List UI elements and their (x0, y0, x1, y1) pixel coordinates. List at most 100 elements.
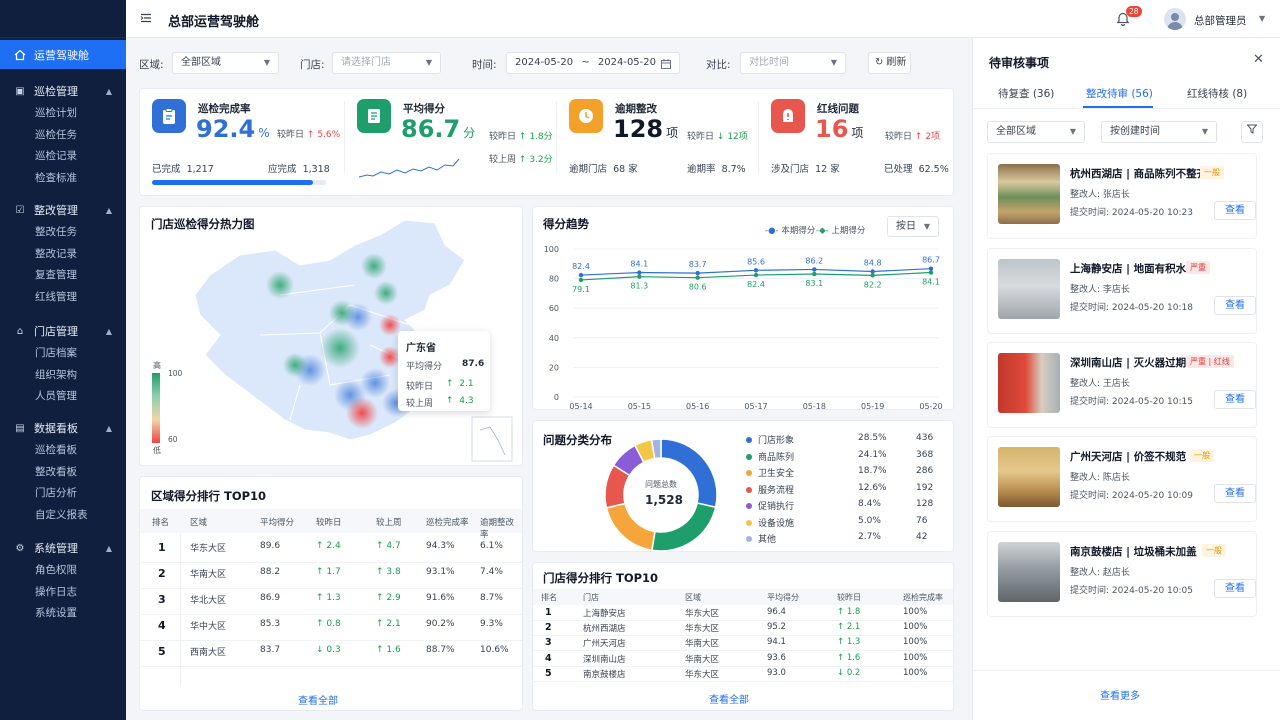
card-title: 门店得分排行 TOP10 (543, 571, 659, 585)
view-button[interactable]: 查看 (1214, 484, 1256, 503)
review-sort-select[interactable]: 按创建时间 ▼ (1101, 121, 1217, 143)
review-item[interactable]: 南京鼓楼店 | 垃圾桶未加盖 一般 整改人: 赵店长 提交时间: 2024-05-20… (987, 531, 1257, 617)
view-button[interactable]: 查看 (1214, 201, 1256, 220)
tab-redline-check[interactable]: 红线待核 (8) (1187, 88, 1248, 100)
table-row[interactable]: 5 南京鼓楼店 华东大区 93.0 ↓ 0.2 100% (533, 667, 953, 682)
sidebar-subitem[interactable]: 整改记录 (35, 247, 77, 260)
review-region-select[interactable]: 全部区域 ▼ (987, 121, 1085, 143)
legend-name: 其他 (758, 535, 777, 545)
table-row[interactable]: 3 华北大区 86.9 ↑ 1.3 ↑ 2.9 91.6% 8.7% (140, 589, 522, 615)
table-cell: 南京鼓楼店 (583, 669, 626, 680)
nav-group-header[interactable]: ⌂ 门店管理 ▲ (0, 320, 126, 342)
user-name[interactable]: 总部管理员 (1194, 15, 1247, 27)
nav-group-header[interactable]: ☑ 整改管理 ▲ (0, 199, 126, 221)
date-range-picker[interactable]: 2024-05-20 ~ 2024-05-20 (506, 52, 680, 74)
sidebar-subitem[interactable]: 红线管理 (35, 291, 77, 304)
filter-button[interactable] (1241, 121, 1263, 143)
kpi-value: 16 项 (815, 115, 864, 143)
close-icon[interactable]: ✕ (1253, 52, 1264, 67)
nav-group-header[interactable]: ▣ 巡检管理 ▲ (0, 80, 126, 102)
sidebar-subitem[interactable]: 复查管理 (35, 269, 77, 282)
bell-icon[interactable] (1116, 11, 1130, 29)
period-select[interactable]: 按日 ▼ (887, 216, 939, 237)
data-label: 79.1 (572, 285, 590, 294)
china-map[interactable] (180, 215, 520, 463)
table-cell: 7.4% (480, 567, 503, 577)
table-cell: 93.1% (426, 567, 455, 577)
sidebar-subitem[interactable]: 角色权限 (35, 564, 77, 577)
region-select[interactable]: 全部区域 ▼ (172, 52, 279, 74)
sidebar-subitem[interactable]: 整改任务 (35, 226, 77, 239)
table-row[interactable]: 1 华东大区 89.6 ↑ 2.4 ↑ 4.7 94.3% 6.1% (140, 537, 522, 563)
review-item[interactable]: 杭州西湖店 | 商品陈列不整齐 一般 整改人: 张店长 提交时间: 2024-05-2… (987, 153, 1257, 239)
store-select[interactable]: 请选择门店 ▼ (332, 52, 441, 74)
sidebar-subitem[interactable]: 检查标准 (35, 172, 77, 185)
sidebar-subitem[interactable]: 巡检任务 (35, 128, 77, 141)
kpi-done: 已完成 1,217 (152, 164, 214, 175)
table-cell: 华南大区 (685, 639, 720, 650)
y-tick-label: 0 (554, 393, 559, 402)
alert-icon (771, 99, 805, 133)
tooltip-score: 87.6 (462, 359, 485, 369)
compare-select[interactable]: 对比时间 ▼ (740, 52, 846, 74)
data-label: 82.2 (864, 280, 882, 289)
nav-group-header[interactable]: ▤ 数据看板 ▲ (0, 417, 126, 439)
legend-percent: 24.1% (858, 449, 887, 460)
sidebar-subitem[interactable]: 门店分析 (35, 487, 77, 500)
date-to: 2024-05-20 (597, 57, 657, 68)
view-all-link[interactable]: 查看全部 (298, 696, 338, 707)
divider (180, 533, 181, 685)
view-all-link[interactable]: 查看全部 (709, 695, 749, 706)
table-cell: 94.3% (426, 541, 455, 551)
chevron-down-icon[interactable]: ▼ (1259, 14, 1266, 23)
sidebar-subitem[interactable]: 自定义报表 (35, 509, 88, 522)
sidebar-subitem[interactable]: 巡检记录 (35, 150, 77, 163)
sidebar-item-dashboard[interactable]: 运营驾驶舱 (0, 40, 126, 69)
table-row[interactable]: 3 广州天河店 华南大区 94.1 ↑ 1.3 100% (533, 636, 953, 652)
region-filter-label: 区域: (139, 59, 164, 71)
heat-legend-max: 100 (168, 369, 183, 378)
tab-rectify-review[interactable]: 整改待审 (56) (1086, 88, 1153, 100)
review-item[interactable]: 深圳南山店 | 灭火器过期 严重 | 红线 整改人: 王店长 提交时间: 2024-0… (987, 342, 1257, 428)
kpi-due: 应完成 1,318 (268, 164, 330, 175)
avatar[interactable] (1164, 8, 1186, 30)
view-more-link[interactable]: 查看更多 (1100, 691, 1140, 702)
review-item[interactable]: 上海静安店 | 地面有积水 严重 整改人: 李店长 提交时间: 2024-05-20 … (987, 248, 1257, 334)
refresh-button[interactable]: ↻ 刷新 (868, 52, 911, 74)
kpi-title: 巡检完成率 (198, 103, 251, 115)
sidebar-subitem[interactable]: 组织架构 (35, 368, 77, 381)
menu-toggle-icon[interactable] (140, 12, 152, 24)
sidebar-subitem[interactable]: 门店档案 (35, 347, 77, 360)
sidebar-subitem[interactable]: 巡检看板 (35, 444, 77, 457)
table-row[interactable]: 2 杭州西湖店 华东大区 95.2 ↑ 2.1 100% (533, 621, 953, 637)
column-header: 门店 (583, 593, 599, 602)
review-item[interactable]: 广州天河店 | 价签不规范 一般 整改人: 陈店长 提交时间: 2024-05-20 … (987, 436, 1257, 522)
kpi-overdue: 逾期整改 128 项 较昨日 ↓ 12项 逾期门店 68 家 逾期率 8.7% (557, 89, 757, 185)
legend-name: 服务流程 (758, 485, 795, 496)
card-title: 区域得分排行 TOP10 (151, 489, 267, 503)
legend-name: 门店形象 (758, 436, 795, 446)
legend-name: 促销执行 (758, 502, 795, 512)
view-button[interactable]: 查看 (1214, 579, 1256, 598)
review-item-time: 提交时间: 2024-05-20 10:09 (1070, 491, 1193, 501)
sidebar-subitem[interactable]: 人员管理 (35, 390, 77, 403)
tab-pending-recheck[interactable]: 待复查 (36) (998, 88, 1055, 100)
table-row[interactable]: 2 华南大区 88.2 ↑ 1.7 ↑ 3.8 93.1% 7.4% (140, 563, 522, 589)
view-button[interactable]: 查看 (1214, 390, 1256, 409)
data-label: 84.1 (922, 278, 940, 287)
legend-dot (746, 503, 752, 509)
table-cell: 西南大区 (190, 648, 227, 658)
table-row[interactable]: 4 华中大区 85.3 ↑ 0.8 ↑ 2.1 90.2% 9.3% (140, 615, 522, 641)
table-row[interactable]: 1 上海静安店 华东大区 96.4 ↑ 1.8 100% (533, 606, 953, 621)
sidebar-subitem[interactable]: 整改看板 (35, 465, 77, 478)
sidebar-subitem[interactable]: 巡检计划 (35, 107, 77, 120)
table-cell: ↑ 2.1 (376, 619, 401, 629)
sidebar-subitem[interactable]: 系统设置 (35, 607, 77, 620)
table-row[interactable]: 5 西南大区 83.7 ↓ 0.3 ↑ 1.6 88.7% 10.6% (140, 641, 522, 667)
table-cell: 95.2 (767, 622, 786, 633)
review-item-assignee: 整改人: 张店长 (1070, 190, 1130, 200)
nav-group-header[interactable]: ⚙ 系统管理 ▲ (0, 537, 126, 559)
sidebar-subitem[interactable]: 操作日志 (35, 585, 77, 598)
view-button[interactable]: 查看 (1214, 296, 1256, 315)
table-row[interactable]: 4 深圳南山店 华南大区 93.6 ↑ 1.6 100% (533, 652, 953, 667)
